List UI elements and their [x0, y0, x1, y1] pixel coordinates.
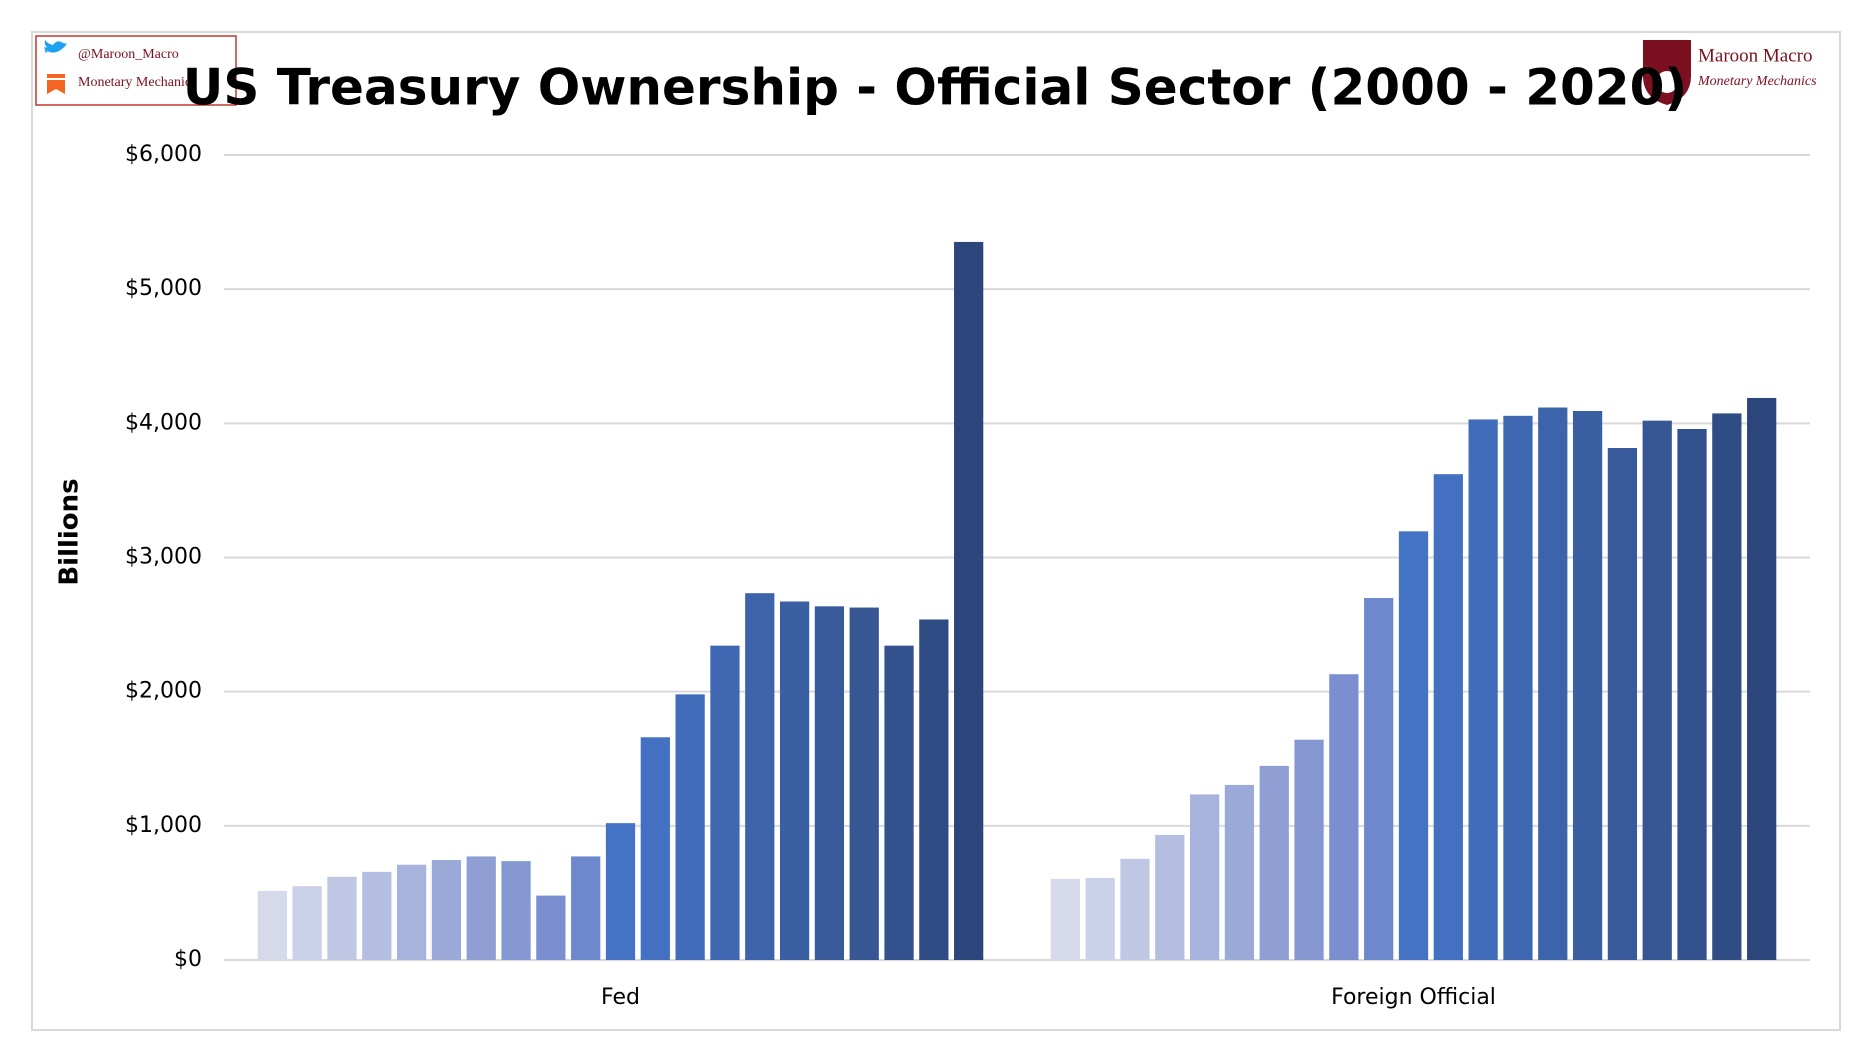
bar [710, 645, 740, 960]
x-tick-label: Fed [601, 985, 640, 1010]
bar [536, 895, 566, 960]
bar [571, 856, 601, 960]
left-logo-box [35, 35, 237, 106]
bar [745, 593, 775, 960]
bar [501, 861, 531, 960]
bar [1572, 410, 1603, 960]
y-tick-label: $3,000 [125, 545, 202, 570]
handle: @Maroon_Macro [78, 47, 179, 62]
bar [1503, 415, 1533, 960]
bar [1364, 598, 1394, 960]
bar [1085, 877, 1115, 960]
bar [396, 864, 427, 960]
shield-emblem [1656, 71, 1678, 93]
bar [1642, 420, 1672, 960]
bar [1294, 739, 1324, 960]
bar [1747, 397, 1777, 960]
bar [1224, 784, 1255, 960]
y-tick-label: $6,000 [125, 142, 202, 167]
bar [466, 856, 496, 960]
substack-icon [47, 74, 65, 94]
bar [779, 601, 810, 960]
bar [1259, 765, 1289, 960]
y-tick-label: $2,000 [125, 679, 202, 704]
y-axis-label: Billions [55, 478, 85, 585]
left-name: Monetary Mechanics [78, 75, 197, 90]
bar [1189, 794, 1220, 960]
bar [1677, 428, 1707, 960]
bar [1050, 878, 1080, 960]
bar [1712, 413, 1742, 960]
bar [919, 619, 949, 960]
chart-title: US Treasury Ownership - Official Sector … [183, 59, 1687, 117]
right-title: Maroon Macro [1698, 45, 1813, 66]
bar [1538, 407, 1568, 960]
twitter-icon [44, 40, 67, 53]
bar [1433, 474, 1463, 960]
bar [605, 823, 636, 960]
y-tick-label: $0 [174, 947, 202, 972]
bar [814, 606, 845, 960]
bar [849, 607, 879, 960]
bar [675, 694, 705, 960]
bar [431, 860, 462, 960]
bar [954, 241, 984, 960]
bar [292, 886, 322, 960]
bar [1468, 419, 1498, 960]
bar [257, 890, 287, 960]
bar [1155, 834, 1185, 960]
bar [362, 871, 392, 960]
right-subtitle: Monetary Mechanics [1697, 74, 1817, 89]
y-tick-label: $4,000 [125, 410, 202, 435]
bar [1120, 858, 1150, 960]
bar [1398, 531, 1429, 960]
bar [1607, 448, 1638, 960]
bar [884, 645, 914, 960]
bar [640, 737, 670, 960]
bar [1329, 674, 1359, 960]
x-tick-label: Foreign Official [1331, 985, 1496, 1010]
y-tick-label: $1,000 [125, 813, 202, 838]
bar [327, 876, 357, 960]
y-tick-label: $5,000 [125, 276, 202, 301]
